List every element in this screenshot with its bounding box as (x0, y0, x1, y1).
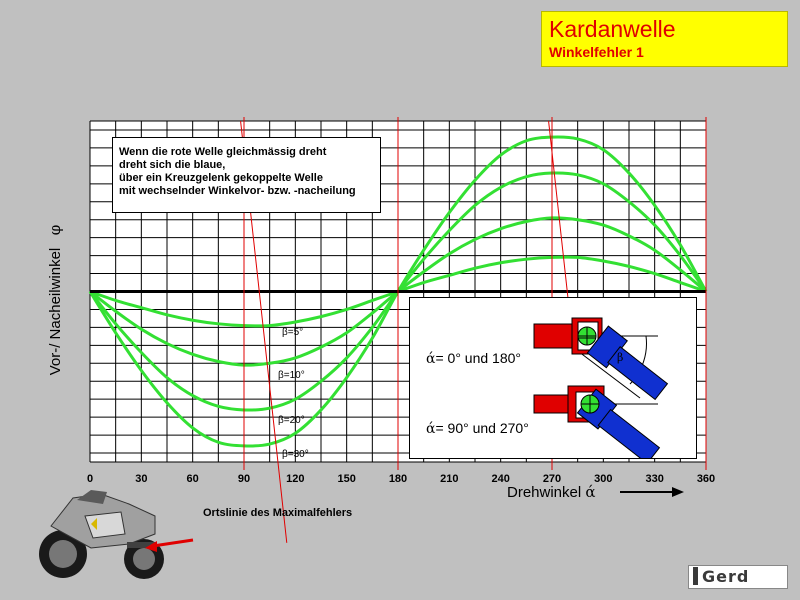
arrow-right-icon (620, 487, 684, 497)
description-line: Wenn die rote Welle gleichmässig dreht (119, 146, 327, 158)
inset-label-0-180: ά= 0° und 180° (426, 350, 522, 367)
x-tick-label: 90 (238, 473, 250, 485)
alpha-symbol: ά (426, 351, 436, 367)
description-line: dreht sich die blaue, (119, 159, 226, 171)
series-label: β=30° (282, 449, 309, 460)
x-tick-label: 300 (594, 473, 612, 485)
joint-diagram-inset: β ά= 0° und 180° ά= 90° und 270° (409, 297, 697, 459)
joint-diagram-top: β (533, 317, 669, 401)
locus-label: Ortslinie des Maximalfehlers (203, 507, 353, 519)
x-axis-label: Drehwinkel ά (507, 483, 596, 501)
joint-diagram: β (533, 317, 669, 458)
description-line: über ein Kreuzgelenk gekoppelte Welle (119, 172, 323, 184)
x-axis-symbol: ά (585, 483, 596, 501)
x-tick-label: 180 (389, 473, 407, 485)
x-tick-label: 120 (286, 473, 304, 485)
description-box: Wenn die rote Welle gleichmässig dreht d… (112, 137, 381, 213)
x-tick-label: 270 (543, 473, 561, 485)
series-label: β=5° (282, 327, 303, 338)
x-tick-label: 330 (645, 473, 663, 485)
x-tick-label: 360 (697, 473, 715, 485)
locus-line (548, 120, 570, 311)
x-tick-label: 150 (337, 473, 355, 485)
inset-label-90-270: ά= 90° und 270° (426, 420, 529, 437)
brand-logo: Gerd (688, 565, 788, 589)
series-label: β=10° (278, 370, 305, 381)
alpha-symbol: ά (426, 421, 436, 437)
title-box: Kardanwelle Winkelfehler 1 (541, 11, 788, 67)
joint-diagram-bottom (533, 385, 661, 458)
x-tick-label: 0 (87, 473, 93, 485)
series-label: β=20° (278, 415, 305, 426)
x-tick-label: 210 (440, 473, 458, 485)
page-subtitle: Winkelfehler 1 (549, 44, 644, 60)
svg-text:β: β (617, 351, 623, 364)
x-tick-label: 30 (135, 473, 147, 485)
description-line: mit wechselnder Winkelvor- bzw. -nacheil… (119, 185, 356, 197)
x-tick-label: 240 (491, 473, 509, 485)
x-tick-label: 60 (187, 473, 199, 485)
page-title: Kardanwelle (549, 16, 676, 42)
motorcycle-image (39, 490, 194, 579)
